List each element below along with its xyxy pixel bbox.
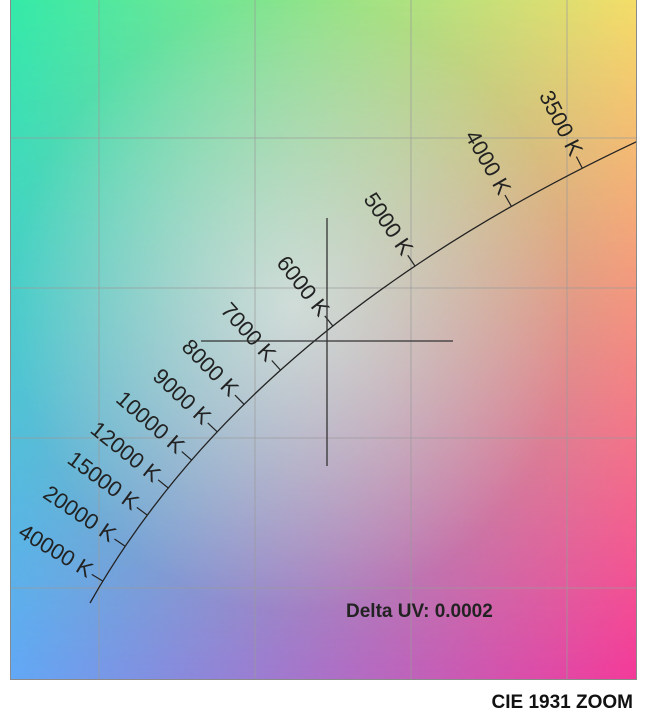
planckian-locus: [89, 141, 636, 604]
locus-tick: [181, 451, 192, 461]
locus-tick: [407, 254, 416, 267]
locus-tick: [207, 422, 218, 433]
locus-tick: [157, 479, 169, 489]
locus-curve: [89, 141, 636, 604]
locus-tick: [234, 394, 245, 405]
locus-tick: [324, 315, 334, 327]
locus-tick: [91, 573, 104, 582]
background-whitening: [11, 0, 636, 679]
grid-lines: [11, 0, 636, 679]
locus-tick: [136, 506, 148, 516]
locus-tick: [271, 360, 281, 371]
locus-tick: [504, 194, 512, 207]
locus-tick: [114, 538, 126, 547]
delta-uv-annotation: Delta UV: 0.0002: [346, 601, 493, 622]
chart-plot-area: 3500 K 4000 K 5000 K 6000 K 7000 K 8000 K 9000…: [10, 0, 637, 680]
locus-tick: [575, 156, 583, 169]
chart-caption: CIE 1931 ZOOM: [491, 692, 634, 713]
target-crosshair: [201, 218, 453, 466]
